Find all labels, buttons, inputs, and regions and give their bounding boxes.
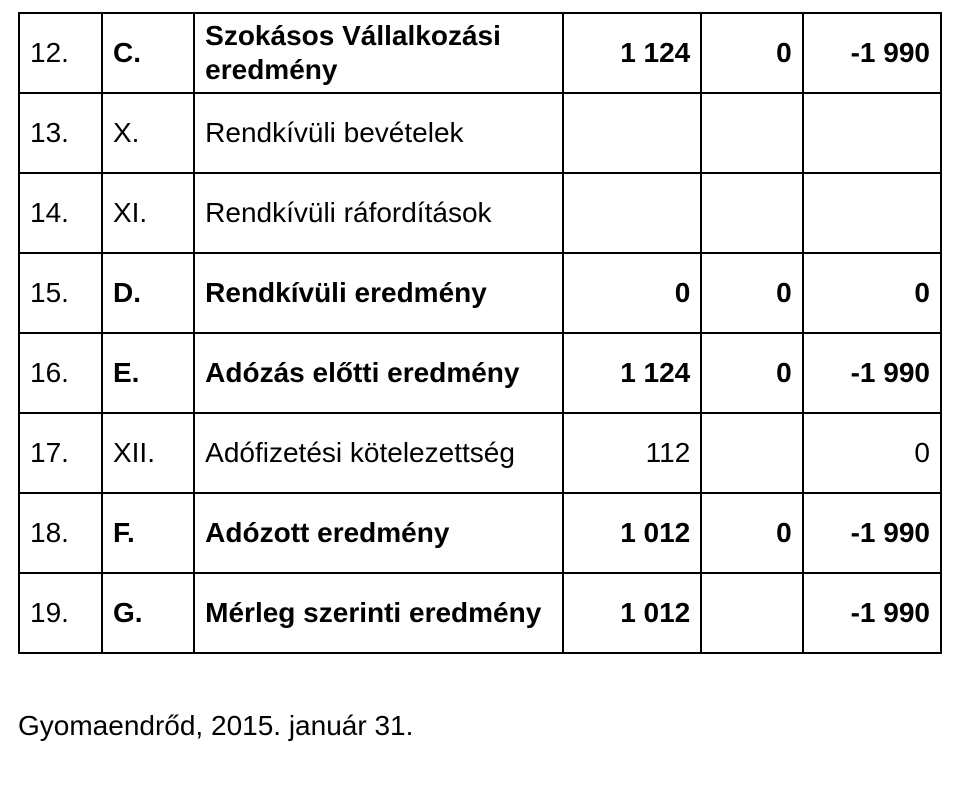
cell-code: E. [102,333,194,413]
cell-desc: Szokásos Vállalkozási eredmény [194,13,563,93]
cell-num: 13. [19,93,102,173]
cell-value-1: 1 124 [563,13,701,93]
cell-value-3: -1 990 [803,573,941,653]
cell-value-3: -1 990 [803,493,941,573]
cell-value-3: -1 990 [803,333,941,413]
cell-value-2 [701,573,802,653]
cell-value-3: -1 990 [803,13,941,93]
cell-value-1: 1 124 [563,333,701,413]
table-row: 17. XII. Adófizetési kötelezettség 112 0 [19,413,941,493]
cell-code: XII. [102,413,194,493]
table-row: 13. X. Rendkívüli bevételek [19,93,941,173]
cell-code: D. [102,253,194,333]
cell-desc: Mérleg szerinti eredmény [194,573,563,653]
cell-value-1: 1 012 [563,493,701,573]
cell-value-2 [701,173,802,253]
cell-code: C. [102,13,194,93]
cell-desc: Adózott eredmény [194,493,563,573]
cell-value-3 [803,173,941,253]
cell-value-2: 0 [701,333,802,413]
table-row: 14. XI. Rendkívüli ráfordítások [19,173,941,253]
cell-num: 14. [19,173,102,253]
cell-desc: Rendkívüli bevételek [194,93,563,173]
cell-value-2 [701,93,802,173]
cell-code: F. [102,493,194,573]
cell-value-1: 112 [563,413,701,493]
cell-num: 16. [19,333,102,413]
cell-value-1 [563,93,701,173]
cell-value-2 [701,413,802,493]
cell-value-1 [563,173,701,253]
cell-value-3 [803,93,941,173]
table-row: 15. D. Rendkívüli eredmény 0 0 0 [19,253,941,333]
table-row: 19. G. Mérleg szerinti eredmény 1 012 -1… [19,573,941,653]
cell-num: 15. [19,253,102,333]
cell-value-3: 0 [803,253,941,333]
cell-desc: Rendkívüli eredmény [194,253,563,333]
cell-value-1: 1 012 [563,573,701,653]
cell-num: 18. [19,493,102,573]
results-table: 12. C. Szokásos Vállalkozási eredmény 1 … [18,12,942,654]
table-row: 16. E. Adózás előtti eredmény 1 124 0 -1… [19,333,941,413]
table-row: 12. C. Szokásos Vállalkozási eredmény 1 … [19,13,941,93]
cell-value-2: 0 [701,253,802,333]
cell-code: XI. [102,173,194,253]
cell-value-1: 0 [563,253,701,333]
cell-desc: Adózás előtti eredmény [194,333,563,413]
cell-num: 12. [19,13,102,93]
cell-desc: Adófizetési kötelezettség [194,413,563,493]
footer-date-place: Gyomaendrőd, 2015. január 31. [0,654,960,742]
cell-num: 17. [19,413,102,493]
cell-value-2: 0 [701,13,802,93]
cell-value-3: 0 [803,413,941,493]
cell-desc: Rendkívüli ráfordítások [194,173,563,253]
cell-code: G. [102,573,194,653]
table-row: 18. F. Adózott eredmény 1 012 0 -1 990 [19,493,941,573]
cell-code: X. [102,93,194,173]
cell-num: 19. [19,573,102,653]
cell-value-2: 0 [701,493,802,573]
